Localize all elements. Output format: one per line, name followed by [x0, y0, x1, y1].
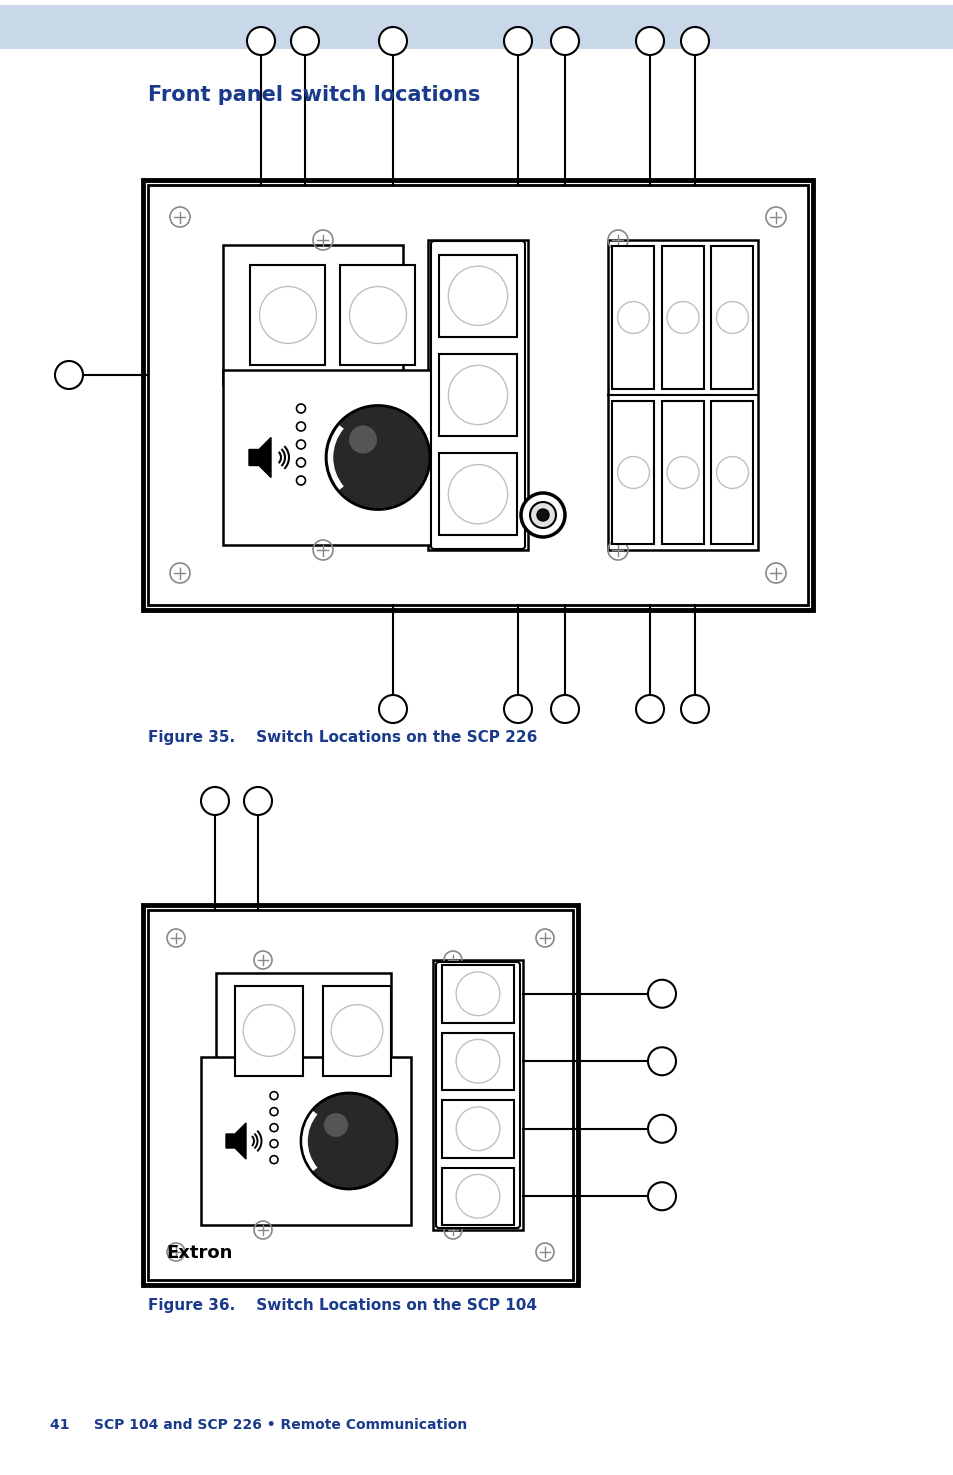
FancyBboxPatch shape — [431, 240, 524, 549]
Text: Extron: Extron — [166, 1243, 233, 1263]
Text: 41     SCP 104 and SCP 226 • Remote Communication: 41 SCP 104 and SCP 226 • Remote Communic… — [50, 1417, 467, 1432]
Bar — [607, 240, 758, 550]
Circle shape — [296, 476, 305, 485]
Bar — [428, 240, 527, 550]
Circle shape — [244, 788, 272, 816]
Circle shape — [537, 509, 548, 521]
Circle shape — [270, 1124, 277, 1131]
Bar — [0, 47, 953, 49]
Bar — [148, 184, 807, 605]
Bar — [143, 906, 578, 1285]
Bar — [612, 401, 654, 544]
Bar — [661, 246, 703, 389]
Circle shape — [270, 1092, 277, 1100]
Polygon shape — [226, 1122, 246, 1159]
Circle shape — [551, 695, 578, 723]
Circle shape — [378, 27, 407, 55]
Bar — [0, 27, 953, 28]
Circle shape — [247, 27, 274, 55]
Circle shape — [291, 27, 318, 55]
Circle shape — [680, 695, 708, 723]
Bar — [438, 255, 517, 336]
Circle shape — [296, 404, 305, 413]
Bar — [612, 246, 654, 389]
Bar — [0, 44, 953, 46]
Bar — [0, 43, 953, 44]
Bar — [0, 37, 953, 38]
Bar — [0, 40, 953, 41]
Circle shape — [301, 1093, 396, 1189]
Circle shape — [503, 27, 532, 55]
Bar — [441, 1100, 514, 1158]
Bar — [0, 19, 953, 21]
Bar — [251, 266, 325, 364]
Bar — [0, 31, 953, 32]
Bar — [0, 34, 953, 35]
Bar — [0, 41, 953, 43]
Circle shape — [647, 1115, 676, 1143]
Circle shape — [55, 361, 83, 389]
Circle shape — [296, 459, 305, 468]
Polygon shape — [249, 438, 271, 478]
Bar — [0, 22, 953, 24]
Bar — [0, 28, 953, 30]
Text: Front panel switch locations: Front panel switch locations — [148, 86, 480, 105]
Circle shape — [647, 979, 676, 1007]
Bar — [223, 245, 402, 385]
Circle shape — [647, 1047, 676, 1075]
Bar — [0, 25, 953, 27]
Text: Figure 36.    Switch Locations on the SCP 104: Figure 36. Switch Locations on the SCP 1… — [148, 1298, 537, 1313]
Bar — [438, 453, 517, 535]
Bar — [201, 1058, 411, 1226]
Bar — [711, 246, 753, 389]
Circle shape — [520, 493, 564, 537]
Circle shape — [636, 27, 663, 55]
Bar — [433, 960, 522, 1230]
Circle shape — [636, 695, 663, 723]
Circle shape — [349, 425, 376, 453]
Circle shape — [270, 1108, 277, 1115]
Circle shape — [270, 1155, 277, 1164]
Bar — [711, 401, 753, 544]
Bar — [215, 974, 391, 1089]
FancyBboxPatch shape — [436, 962, 519, 1229]
Circle shape — [530, 502, 556, 528]
Circle shape — [326, 406, 430, 509]
Circle shape — [270, 1140, 277, 1148]
Circle shape — [503, 695, 532, 723]
Bar — [323, 985, 391, 1075]
Bar — [0, 4, 953, 35]
Circle shape — [296, 422, 305, 431]
Bar — [340, 266, 416, 364]
Bar — [0, 30, 953, 31]
Circle shape — [324, 1114, 348, 1137]
Circle shape — [680, 27, 708, 55]
Circle shape — [201, 788, 229, 816]
Bar — [441, 1168, 514, 1226]
Circle shape — [296, 440, 305, 448]
Bar — [0, 35, 953, 37]
Circle shape — [378, 695, 407, 723]
Bar — [0, 32, 953, 34]
Bar — [143, 180, 812, 611]
Text: Figure 35.    Switch Locations on the SCP 226: Figure 35. Switch Locations on the SCP 2… — [148, 730, 537, 745]
Bar — [148, 910, 573, 1280]
Bar — [234, 985, 303, 1075]
Bar — [0, 21, 953, 22]
Bar — [441, 965, 514, 1022]
Circle shape — [647, 1183, 676, 1211]
Bar — [438, 354, 517, 437]
Bar — [0, 24, 953, 25]
Circle shape — [551, 27, 578, 55]
Bar — [0, 38, 953, 40]
Bar — [0, 46, 953, 47]
Bar — [661, 401, 703, 544]
Bar — [441, 1032, 514, 1090]
Bar — [223, 370, 442, 544]
